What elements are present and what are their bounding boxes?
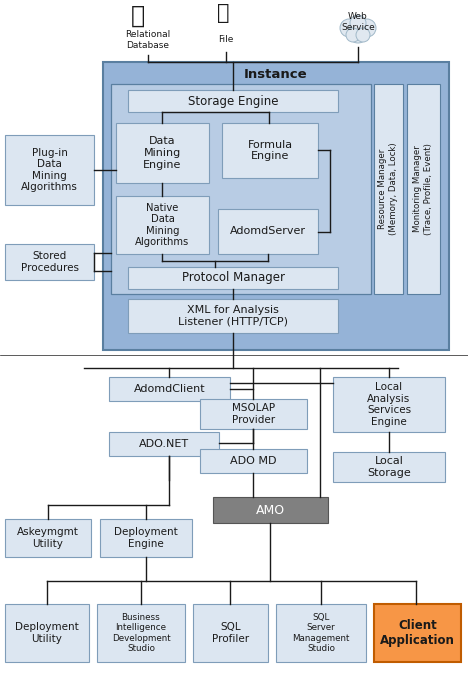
Text: AMO: AMO — [256, 503, 285, 516]
Circle shape — [340, 19, 358, 37]
Text: XML for Analysis
Listener (HTTP/TCP): XML for Analysis Listener (HTTP/TCP) — [178, 305, 288, 327]
FancyBboxPatch shape — [97, 604, 185, 662]
Text: AdomdServer: AdomdServer — [230, 227, 306, 236]
Text: Deployment
Utility: Deployment Utility — [15, 622, 79, 644]
Text: Deployment
Engine: Deployment Engine — [114, 527, 178, 549]
Text: MSOLAP
Provider: MSOLAP Provider — [232, 403, 275, 424]
FancyBboxPatch shape — [128, 90, 338, 112]
FancyBboxPatch shape — [109, 432, 219, 456]
FancyBboxPatch shape — [109, 377, 230, 401]
FancyBboxPatch shape — [5, 519, 91, 557]
FancyBboxPatch shape — [5, 604, 89, 662]
Text: Protocol Manager: Protocol Manager — [182, 272, 285, 284]
FancyBboxPatch shape — [374, 84, 403, 294]
FancyBboxPatch shape — [213, 497, 328, 523]
Text: Stored
Procedures: Stored Procedures — [21, 251, 79, 273]
Text: Client
Application: Client Application — [380, 619, 455, 647]
FancyBboxPatch shape — [111, 84, 371, 294]
Text: Data
Mining
Engine: Data Mining Engine — [143, 137, 182, 169]
Circle shape — [358, 19, 376, 37]
FancyBboxPatch shape — [116, 123, 209, 183]
Circle shape — [348, 23, 368, 43]
FancyBboxPatch shape — [193, 604, 268, 662]
Text: Resource Manager
(Memory, Data, Lock): Resource Manager (Memory, Data, Lock) — [378, 143, 398, 236]
FancyBboxPatch shape — [276, 604, 366, 662]
Text: Askeymgmt
Utility: Askeymgmt Utility — [17, 527, 79, 549]
Text: AdomdClient: AdomdClient — [134, 384, 205, 394]
FancyBboxPatch shape — [116, 196, 209, 254]
FancyBboxPatch shape — [5, 135, 94, 205]
Circle shape — [346, 28, 360, 42]
FancyBboxPatch shape — [222, 123, 318, 178]
Text: Business
Intelligence
Development
Studio: Business Intelligence Development Studio — [112, 613, 170, 653]
Text: 📄: 📄 — [217, 3, 229, 23]
Text: Native
Data
Mining
Algorithms: Native Data Mining Algorithms — [135, 203, 190, 247]
Circle shape — [350, 15, 366, 31]
FancyBboxPatch shape — [218, 209, 318, 254]
Text: Local
Storage: Local Storage — [367, 457, 411, 478]
Text: Monitoring Manager
(Trace, Profile, Event): Monitoring Manager (Trace, Profile, Even… — [413, 143, 433, 235]
Text: Plug-in
Data
Mining
Algorithms: Plug-in Data Mining Algorithms — [21, 148, 78, 192]
Text: Storage Engine: Storage Engine — [188, 95, 278, 107]
Text: Relational
Database: Relational Database — [125, 30, 171, 49]
FancyBboxPatch shape — [5, 244, 94, 280]
Text: Local
Analysis
Services
Engine: Local Analysis Services Engine — [367, 382, 411, 427]
Text: 🗄: 🗄 — [131, 4, 145, 28]
FancyBboxPatch shape — [200, 399, 307, 429]
Text: Web
Service: Web Service — [341, 13, 375, 31]
Text: ADO MD: ADO MD — [230, 456, 277, 466]
FancyBboxPatch shape — [100, 519, 192, 557]
FancyBboxPatch shape — [374, 604, 461, 662]
FancyBboxPatch shape — [200, 449, 307, 473]
FancyBboxPatch shape — [333, 452, 445, 482]
FancyBboxPatch shape — [407, 84, 440, 294]
FancyBboxPatch shape — [128, 299, 338, 333]
Text: ADO.NET: ADO.NET — [139, 439, 189, 449]
Text: File: File — [218, 36, 234, 45]
Text: SQL
Server
Management
Studio: SQL Server Management Studio — [292, 613, 350, 653]
Circle shape — [356, 28, 370, 42]
FancyBboxPatch shape — [103, 62, 449, 350]
Text: Instance: Instance — [244, 68, 308, 82]
Text: Formula
Engine: Formula Engine — [248, 139, 292, 161]
FancyBboxPatch shape — [333, 377, 445, 432]
Text: SQL
Profiler: SQL Profiler — [212, 622, 249, 644]
FancyBboxPatch shape — [128, 267, 338, 289]
